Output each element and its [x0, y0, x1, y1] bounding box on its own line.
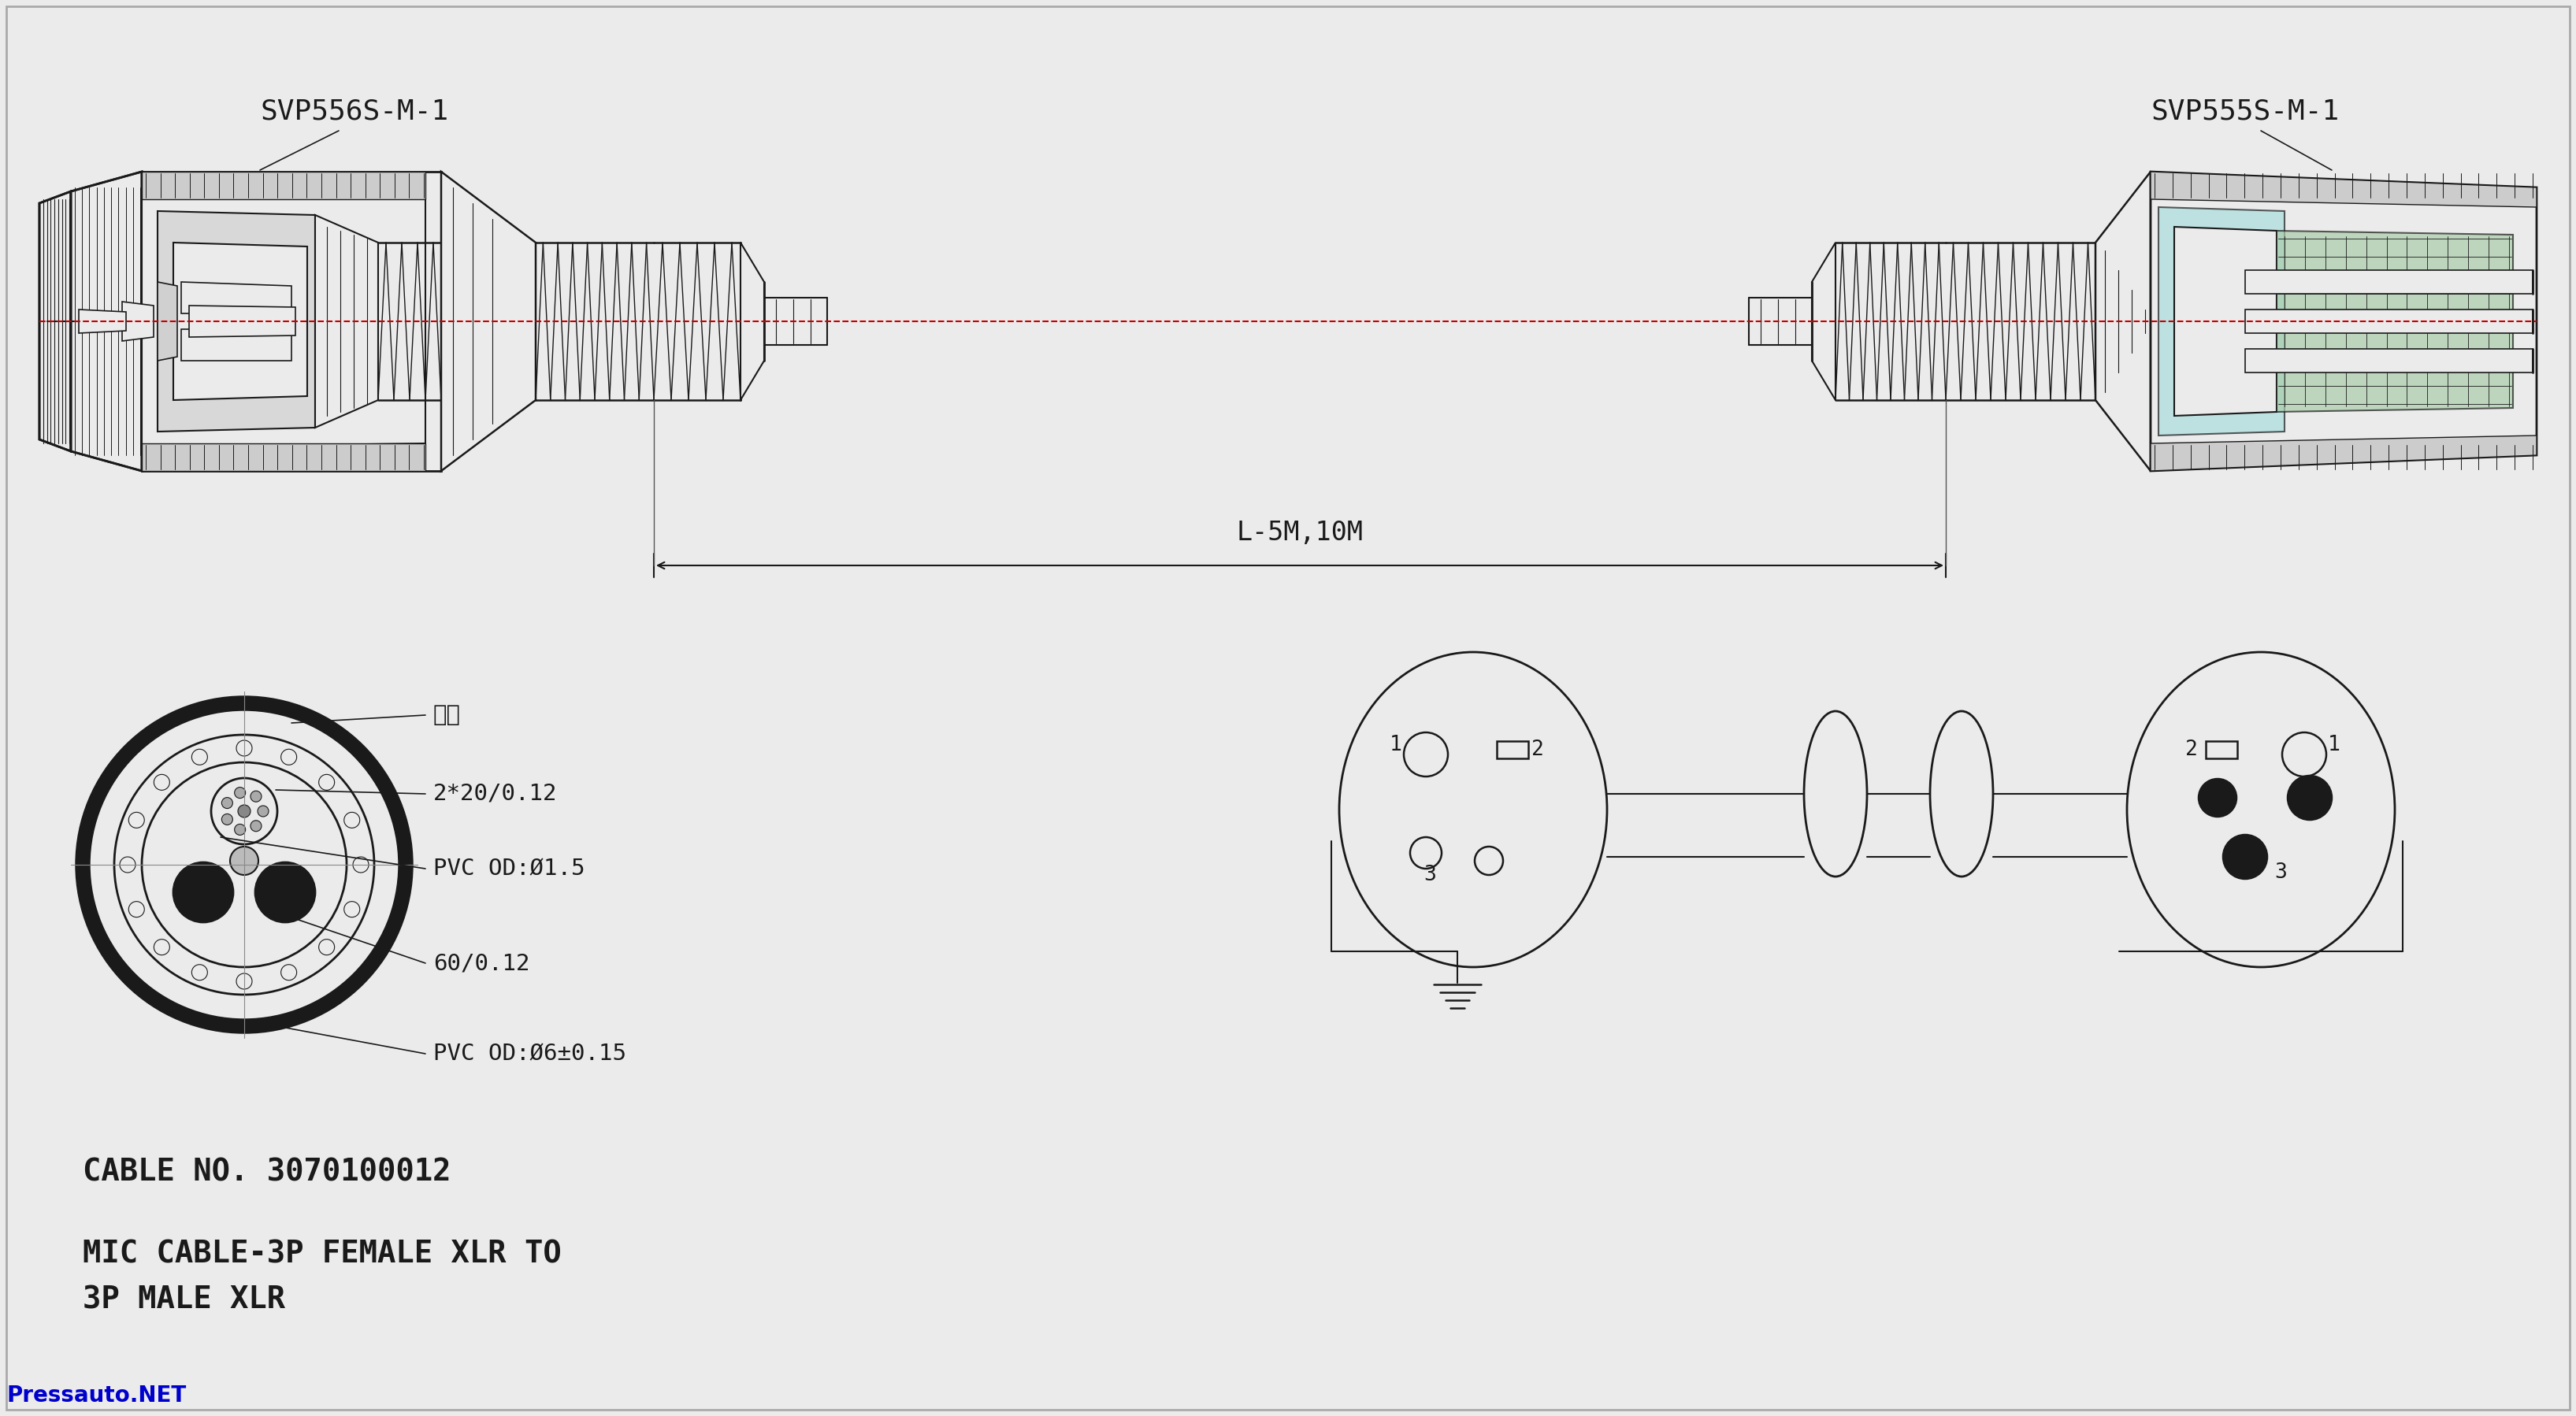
Polygon shape: [142, 443, 425, 472]
Polygon shape: [2277, 231, 2514, 412]
Circle shape: [234, 824, 245, 835]
Polygon shape: [2151, 171, 2537, 472]
Polygon shape: [80, 310, 126, 333]
Text: 3: 3: [2275, 862, 2287, 882]
Circle shape: [113, 735, 374, 994]
Circle shape: [2287, 776, 2331, 820]
Circle shape: [319, 775, 335, 790]
Circle shape: [250, 792, 263, 801]
Text: L-5M,10M: L-5M,10M: [1236, 520, 1363, 545]
Text: 2: 2: [1533, 739, 1543, 760]
Circle shape: [222, 797, 232, 809]
Polygon shape: [440, 171, 536, 472]
Text: 2: 2: [2184, 739, 2197, 760]
Circle shape: [319, 939, 335, 954]
Text: CABLE NO. 3070100012: CABLE NO. 3070100012: [82, 1157, 451, 1187]
Text: PVC OD:Ø6±0.15: PVC OD:Ø6±0.15: [433, 1042, 626, 1065]
Polygon shape: [157, 211, 314, 432]
Polygon shape: [39, 191, 72, 452]
Circle shape: [281, 749, 296, 765]
Polygon shape: [2094, 171, 2151, 472]
Text: 棉线: 棉线: [433, 704, 461, 726]
Circle shape: [345, 813, 361, 828]
Circle shape: [255, 862, 314, 922]
Polygon shape: [739, 242, 765, 401]
Circle shape: [129, 902, 144, 918]
Polygon shape: [2174, 227, 2277, 416]
Circle shape: [2200, 779, 2236, 817]
Bar: [2205, 741, 2239, 759]
Text: PVC OD:Ø1.5: PVC OD:Ø1.5: [433, 858, 585, 879]
Circle shape: [142, 762, 348, 967]
Polygon shape: [2246, 348, 2532, 372]
Polygon shape: [2151, 436, 2537, 472]
Text: SVP556S-M-1: SVP556S-M-1: [260, 98, 448, 125]
Text: Pressauto.NET: Pressauto.NET: [5, 1385, 185, 1406]
Circle shape: [258, 806, 268, 817]
Polygon shape: [142, 171, 425, 200]
Circle shape: [129, 813, 144, 828]
Circle shape: [234, 787, 245, 799]
Text: 3: 3: [1425, 865, 1435, 885]
Circle shape: [2223, 835, 2267, 879]
Polygon shape: [121, 302, 155, 341]
Circle shape: [211, 777, 278, 844]
Polygon shape: [72, 171, 142, 472]
Circle shape: [222, 814, 232, 826]
Polygon shape: [2246, 310, 2532, 333]
Circle shape: [191, 964, 209, 980]
Circle shape: [237, 973, 252, 990]
Circle shape: [173, 862, 234, 922]
Circle shape: [281, 964, 296, 980]
Circle shape: [345, 902, 361, 918]
Text: SVP555S-M-1: SVP555S-M-1: [2151, 98, 2339, 125]
Circle shape: [250, 820, 263, 831]
Text: 1: 1: [1388, 735, 1401, 755]
Circle shape: [237, 804, 250, 817]
Circle shape: [155, 939, 170, 954]
Polygon shape: [1811, 242, 1837, 401]
Polygon shape: [157, 282, 178, 361]
Circle shape: [353, 857, 368, 872]
Text: 60/0.12: 60/0.12: [433, 952, 531, 974]
Text: 2*20/0.12: 2*20/0.12: [433, 783, 556, 804]
Text: 1: 1: [2329, 735, 2342, 755]
Polygon shape: [173, 242, 307, 401]
Bar: [1497, 741, 1528, 759]
Circle shape: [191, 749, 209, 765]
Polygon shape: [180, 282, 291, 313]
Circle shape: [229, 847, 258, 875]
Circle shape: [118, 857, 137, 872]
Polygon shape: [142, 171, 440, 472]
Circle shape: [155, 775, 170, 790]
Polygon shape: [2159, 207, 2285, 436]
Polygon shape: [188, 306, 296, 337]
Polygon shape: [180, 329, 291, 361]
Circle shape: [82, 704, 404, 1027]
Polygon shape: [142, 195, 425, 447]
Text: MIC CABLE-3P FEMALE XLR TO: MIC CABLE-3P FEMALE XLR TO: [82, 1239, 562, 1270]
Polygon shape: [2246, 270, 2532, 293]
Text: 3P MALE XLR: 3P MALE XLR: [82, 1284, 286, 1314]
Polygon shape: [2151, 171, 2537, 207]
Polygon shape: [314, 215, 379, 428]
Circle shape: [237, 741, 252, 756]
